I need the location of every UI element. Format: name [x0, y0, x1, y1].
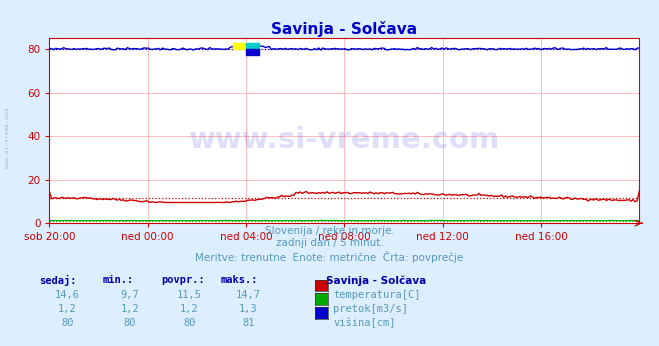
Text: Meritve: trenutne  Enote: metrične  Črta: povprečje: Meritve: trenutne Enote: metrične Črta: …	[195, 251, 464, 263]
Text: pretok[m3/s]: pretok[m3/s]	[333, 304, 409, 314]
Text: www.si-vreme.com: www.si-vreme.com	[188, 126, 500, 154]
Text: 81: 81	[243, 318, 254, 328]
Text: 1,2: 1,2	[180, 304, 198, 314]
Text: min.:: min.:	[102, 275, 133, 285]
Text: 1,2: 1,2	[121, 304, 139, 314]
FancyBboxPatch shape	[246, 49, 259, 55]
Text: 9,7: 9,7	[121, 290, 139, 300]
Text: sedaj:: sedaj:	[40, 275, 77, 286]
Text: 80: 80	[183, 318, 195, 328]
Text: Savinja - Solčava: Savinja - Solčava	[326, 275, 426, 285]
Text: 1,3: 1,3	[239, 304, 258, 314]
Text: maks.:: maks.:	[221, 275, 258, 285]
Text: 14,7: 14,7	[236, 290, 261, 300]
Text: 14,6: 14,6	[55, 290, 80, 300]
Title: Savinja - Solčava: Savinja - Solčava	[272, 21, 417, 37]
Text: www.si-vreme.com: www.si-vreme.com	[5, 108, 11, 169]
Text: 1,2: 1,2	[58, 304, 76, 314]
Text: višina[cm]: višina[cm]	[333, 318, 396, 328]
Text: 80: 80	[124, 318, 136, 328]
Text: povpr.:: povpr.:	[161, 275, 205, 285]
Text: temperatura[C]: temperatura[C]	[333, 290, 421, 300]
Text: 11,5: 11,5	[177, 290, 202, 300]
Text: Slovenija / reke in morje.: Slovenija / reke in morje.	[264, 226, 395, 236]
Text: zadnji dan / 5 minut.: zadnji dan / 5 minut.	[275, 238, 384, 248]
Text: 80: 80	[61, 318, 73, 328]
FancyBboxPatch shape	[233, 43, 246, 49]
FancyBboxPatch shape	[246, 43, 259, 49]
